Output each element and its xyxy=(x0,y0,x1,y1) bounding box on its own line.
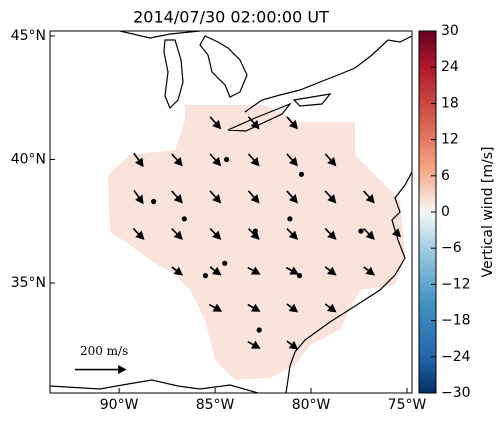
wind-vector xyxy=(209,153,222,167)
x-tick-label: 85°W xyxy=(196,397,235,413)
wind-vector xyxy=(247,266,261,275)
wind-vector xyxy=(286,340,299,350)
y-tick-label: 40°N xyxy=(11,151,46,167)
wind-vector xyxy=(286,153,298,167)
scale-label: 200 m/s xyxy=(80,344,128,358)
x-tick-label: 75°W xyxy=(388,397,427,413)
wind-vector xyxy=(171,266,184,276)
colorbar-label: Vertical wind [m/s] xyxy=(480,147,496,278)
colorbar-tick-label: 12 xyxy=(441,132,459,148)
wind-vector xyxy=(298,171,305,177)
wind-vector xyxy=(133,152,144,168)
wind-vector xyxy=(222,260,228,266)
colorbar-tick-label: −18 xyxy=(441,313,471,329)
wind-vector xyxy=(247,116,260,130)
wind-vector xyxy=(223,156,230,163)
wind-vector xyxy=(209,266,222,276)
wind-vector xyxy=(181,216,187,222)
colorbar-tick-label: −12 xyxy=(441,276,471,292)
wind-vector xyxy=(324,153,337,167)
wind-vector xyxy=(247,303,261,312)
wind-vector xyxy=(202,273,209,279)
x-tick-label: 80°W xyxy=(292,397,331,413)
wind-vector xyxy=(247,190,260,204)
wind-vector xyxy=(209,116,222,130)
wind-vector xyxy=(287,216,293,222)
wind-vector xyxy=(324,266,337,276)
lake xyxy=(119,31,201,110)
y-tick-label: 35°N xyxy=(11,275,46,291)
wind-vector xyxy=(151,198,157,205)
colorbar-tick-label: −30 xyxy=(441,385,471,401)
wind-vector xyxy=(209,190,222,204)
coastline xyxy=(244,35,412,393)
map-frame xyxy=(49,30,413,394)
colorbar-tick-label: 30 xyxy=(441,23,459,39)
wind-vector xyxy=(132,228,145,240)
wind-vector xyxy=(286,303,299,313)
scale-arrow xyxy=(74,364,127,375)
wind-vector xyxy=(363,190,375,204)
wind-vector xyxy=(358,228,364,234)
colorbar-tick-label: 0 xyxy=(441,204,450,220)
wind-vector xyxy=(391,228,402,238)
wind-vector xyxy=(286,116,298,130)
wind-vector xyxy=(133,189,144,205)
colorbar-tick-label: −24 xyxy=(441,349,471,365)
lake xyxy=(199,35,248,98)
wind-vector xyxy=(324,190,337,204)
wind-vector xyxy=(256,327,262,333)
x-tick-label: 90°W xyxy=(100,397,139,413)
colorbar-tick-label: −6 xyxy=(441,240,462,256)
colorbar-tick-label: 24 xyxy=(441,59,459,75)
coastline xyxy=(50,379,259,393)
wind-vector xyxy=(252,228,258,234)
wind-vector xyxy=(171,228,183,240)
wind-vector xyxy=(209,228,222,240)
wind-vector xyxy=(209,303,223,312)
wind-vector xyxy=(171,190,183,204)
wind-vector xyxy=(324,303,337,313)
wind-vector xyxy=(363,228,375,240)
colorbar-tick-label: 18 xyxy=(441,95,459,111)
wind-vector xyxy=(296,273,303,279)
wind-vector xyxy=(286,190,298,204)
wind-vector xyxy=(286,228,299,240)
chart-title: 2014/07/30 02:00:00 UT xyxy=(133,8,329,27)
wind-vector xyxy=(324,228,337,240)
wind-vector xyxy=(247,340,261,349)
wind-vector xyxy=(363,266,375,276)
colorbar-tick-label: 6 xyxy=(441,168,450,184)
wind-vector xyxy=(285,266,299,275)
wind-vector xyxy=(247,153,260,167)
wind-vector xyxy=(171,153,183,167)
y-tick-label: 45°N xyxy=(11,28,46,44)
